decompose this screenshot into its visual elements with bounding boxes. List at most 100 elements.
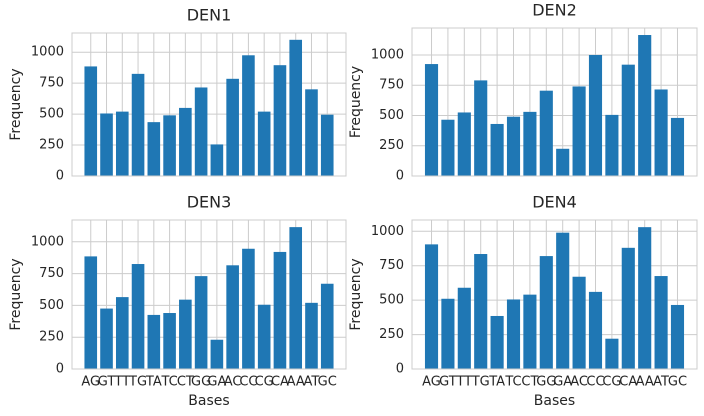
y-tick-label: 250 — [39, 330, 64, 345]
bar — [163, 313, 176, 369]
plot-area — [72, 220, 346, 369]
bar — [654, 89, 668, 176]
bar — [131, 73, 145, 176]
y-tick-label: 1000 — [31, 234, 64, 249]
bar — [638, 35, 652, 177]
plot-area — [412, 28, 697, 176]
x-tick-label: GC — [668, 375, 687, 390]
bar — [242, 248, 255, 369]
bar — [242, 55, 255, 176]
bar — [670, 117, 685, 176]
plot-frame — [411, 219, 698, 370]
x-tick-label: TT — [113, 375, 130, 390]
x-tick-label: TA — [145, 375, 162, 390]
bar — [210, 144, 224, 176]
plot-area — [72, 33, 346, 176]
x-tick-label: TG — [128, 375, 147, 390]
bar — [441, 298, 455, 369]
bar — [100, 113, 113, 176]
y-tick-label: 750 — [379, 78, 404, 93]
bar — [257, 304, 271, 369]
y-tick-label: 500 — [39, 107, 64, 122]
subplot-title: DEN3 — [187, 193, 232, 212]
bar — [605, 338, 619, 369]
y-tick-label: 1000 — [371, 47, 404, 62]
bar — [194, 87, 208, 176]
bar — [556, 232, 570, 369]
bar — [654, 276, 668, 369]
bar — [115, 297, 129, 369]
x-axis-label: Bases — [534, 393, 575, 409]
bar — [474, 80, 488, 176]
x-tick-label: AC — [224, 375, 242, 390]
x-tick-label: GA — [553, 375, 572, 390]
x-tick-label: AC — [570, 375, 588, 390]
x-tick-label: TC — [504, 375, 521, 390]
bar — [320, 283, 334, 369]
bar — [457, 112, 471, 176]
bar — [84, 256, 98, 369]
plot-area — [412, 220, 697, 369]
x-axis-label: Bases — [188, 393, 229, 409]
subplot-title: DEN2 — [532, 1, 577, 20]
y-tick-label: 250 — [379, 327, 404, 342]
x-tick-label: AA — [636, 375, 654, 390]
plot-frame — [71, 32, 347, 177]
x-tick-label: GT — [439, 375, 457, 390]
x-tick-label: CA — [619, 375, 637, 390]
bar — [273, 251, 287, 369]
bar — [210, 339, 224, 369]
bar — [588, 291, 603, 369]
x-tick-label: CG — [602, 375, 621, 390]
bar — [539, 256, 553, 369]
x-tick-label: TA — [488, 375, 505, 390]
y-tick-label: 0 — [396, 169, 404, 184]
x-tick-label: TT — [455, 375, 472, 390]
x-tick-label: AT — [653, 375, 669, 390]
bar — [320, 114, 334, 176]
bar — [179, 299, 192, 369]
bar — [572, 86, 586, 176]
x-tick-label: CT — [177, 375, 194, 390]
x-tick-label: CC — [586, 375, 604, 390]
bar — [289, 39, 303, 176]
subplot-title: DEN4 — [532, 193, 577, 212]
bar — [305, 89, 318, 176]
x-tick-label: GG — [191, 375, 211, 390]
y-tick-label: 0 — [396, 362, 404, 377]
bar — [194, 276, 208, 369]
bar — [506, 299, 521, 369]
x-tick-label: GC — [318, 375, 337, 390]
bar — [506, 116, 521, 176]
bar — [226, 78, 239, 176]
x-tick-label: GG — [536, 375, 556, 390]
bar — [226, 265, 239, 369]
x-tick-label: AG — [422, 375, 441, 390]
x-tick-label: GT — [98, 375, 116, 390]
bar — [84, 66, 98, 176]
bar — [539, 90, 553, 176]
y-tick-label: 750 — [379, 258, 404, 273]
bar — [556, 148, 570, 176]
bar — [131, 264, 145, 369]
bar — [572, 276, 586, 369]
y-tick-label: 0 — [56, 362, 64, 377]
y-tick-label: 250 — [39, 138, 64, 153]
bar — [305, 302, 318, 369]
bar — [147, 314, 161, 369]
x-tick-label: CA — [271, 375, 289, 390]
bar — [257, 111, 271, 176]
bar — [490, 123, 504, 176]
bar — [147, 122, 161, 176]
x-tick-label: AT — [304, 375, 320, 390]
x-tick-label: AG — [81, 375, 100, 390]
bar — [670, 304, 685, 369]
x-tick-label: AA — [287, 375, 305, 390]
bar — [424, 244, 439, 369]
y-tick-label: 500 — [379, 293, 404, 308]
x-tick-label: GA — [207, 375, 226, 390]
bar — [100, 308, 113, 369]
y-axis-label: Frequency — [8, 68, 24, 140]
bar — [605, 114, 619, 176]
